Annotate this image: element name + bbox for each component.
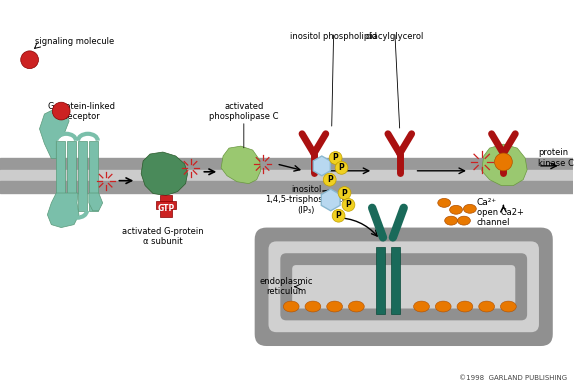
Ellipse shape [458,216,470,225]
Polygon shape [48,193,79,227]
Text: P: P [333,154,339,163]
Ellipse shape [414,301,429,312]
Circle shape [21,51,38,69]
Circle shape [342,198,355,211]
Text: P: P [327,175,332,184]
Text: Ca²⁺: Ca²⁺ [477,198,497,207]
Text: GTP: GTP [157,204,175,213]
Bar [0,182,572,193]
Polygon shape [39,109,69,158]
Ellipse shape [327,301,343,312]
Text: endoplasmic
reticulum: endoplasmic reticulum [259,277,313,296]
Bar [376,247,385,314]
Text: ©1998  GARLAND PUBLISHING: ©1998 GARLAND PUBLISHING [459,374,568,381]
Ellipse shape [478,301,495,312]
Circle shape [495,153,512,171]
Ellipse shape [283,301,299,312]
Circle shape [332,209,345,222]
Circle shape [52,102,70,120]
Text: inositol
1,4,5-trisphosphate
(IP₃): inositol 1,4,5-trisphosphate (IP₃) [265,185,347,215]
Bar [156,201,176,209]
Bar [56,141,65,211]
Polygon shape [221,146,260,184]
Ellipse shape [305,301,321,312]
Text: activated
phospholipase C: activated phospholipase C [209,102,278,121]
Ellipse shape [450,205,462,214]
Text: P: P [342,189,347,197]
Bar [391,247,400,314]
Bar [0,158,572,170]
Ellipse shape [436,301,451,312]
Bar [78,141,87,211]
Text: diacylglycerol: diacylglycerol [365,32,424,41]
Ellipse shape [445,216,458,225]
Bar [89,141,97,211]
Bar [0,170,572,182]
Text: inositol phospholipid: inositol phospholipid [290,32,377,41]
Text: signaling molecule: signaling molecule [35,37,114,46]
Circle shape [323,173,336,186]
Text: protein
kinase C: protein kinase C [538,148,574,168]
Circle shape [338,187,351,199]
Ellipse shape [463,204,476,213]
Text: P: P [339,163,345,172]
Bar [67,141,76,211]
Ellipse shape [438,198,451,207]
FancyBboxPatch shape [292,265,515,308]
Polygon shape [89,193,103,211]
Circle shape [335,161,348,174]
Text: open Ca2+
channel: open Ca2+ channel [477,208,524,227]
FancyBboxPatch shape [280,253,527,320]
Text: P: P [346,200,351,210]
Text: P: P [336,211,342,220]
Polygon shape [141,152,187,196]
Text: G-protein-linked
receptor: G-protein-linked receptor [48,102,116,121]
Polygon shape [482,144,527,185]
FancyBboxPatch shape [255,227,553,346]
Polygon shape [321,189,340,211]
Ellipse shape [501,301,516,312]
Polygon shape [313,156,331,176]
FancyBboxPatch shape [269,241,539,332]
Text: activated G-protein
α subunit: activated G-protein α subunit [122,227,204,246]
Bar [160,196,172,217]
Ellipse shape [457,301,473,312]
Circle shape [329,152,342,165]
Ellipse shape [349,301,364,312]
